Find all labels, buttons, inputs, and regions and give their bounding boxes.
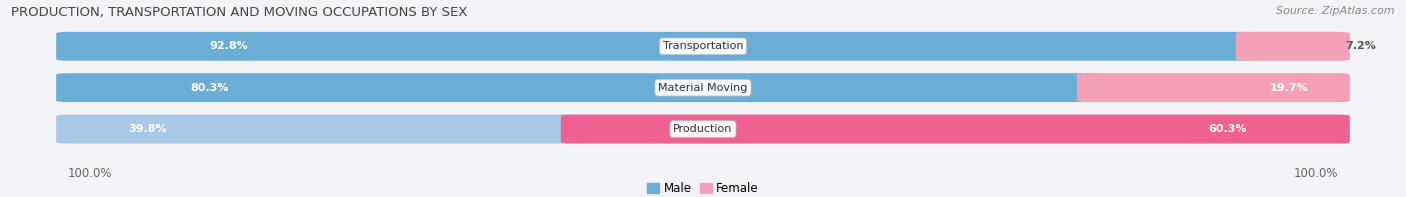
FancyBboxPatch shape xyxy=(56,73,1350,102)
FancyBboxPatch shape xyxy=(1236,32,1350,61)
Text: 7.2%: 7.2% xyxy=(1346,41,1376,51)
FancyBboxPatch shape xyxy=(56,73,1099,102)
Text: 80.3%: 80.3% xyxy=(190,83,228,93)
Legend: Male, Female: Male, Female xyxy=(647,182,759,195)
Text: 19.7%: 19.7% xyxy=(1270,83,1309,93)
FancyBboxPatch shape xyxy=(56,32,1350,61)
FancyBboxPatch shape xyxy=(56,115,585,143)
Text: 100.0%: 100.0% xyxy=(67,167,112,180)
FancyBboxPatch shape xyxy=(1077,73,1350,102)
Text: 100.0%: 100.0% xyxy=(1294,167,1339,180)
FancyBboxPatch shape xyxy=(56,32,1258,61)
FancyBboxPatch shape xyxy=(561,115,1350,143)
Text: PRODUCTION, TRANSPORTATION AND MOVING OCCUPATIONS BY SEX: PRODUCTION, TRANSPORTATION AND MOVING OC… xyxy=(11,6,468,19)
FancyBboxPatch shape xyxy=(56,115,1350,143)
Text: Production: Production xyxy=(673,124,733,134)
Text: 60.3%: 60.3% xyxy=(1208,124,1247,134)
Text: Source: ZipAtlas.com: Source: ZipAtlas.com xyxy=(1277,6,1395,16)
Text: Transportation: Transportation xyxy=(662,41,744,51)
Text: 92.8%: 92.8% xyxy=(209,41,247,51)
Text: Material Moving: Material Moving xyxy=(658,83,748,93)
Text: 39.8%: 39.8% xyxy=(128,124,167,134)
